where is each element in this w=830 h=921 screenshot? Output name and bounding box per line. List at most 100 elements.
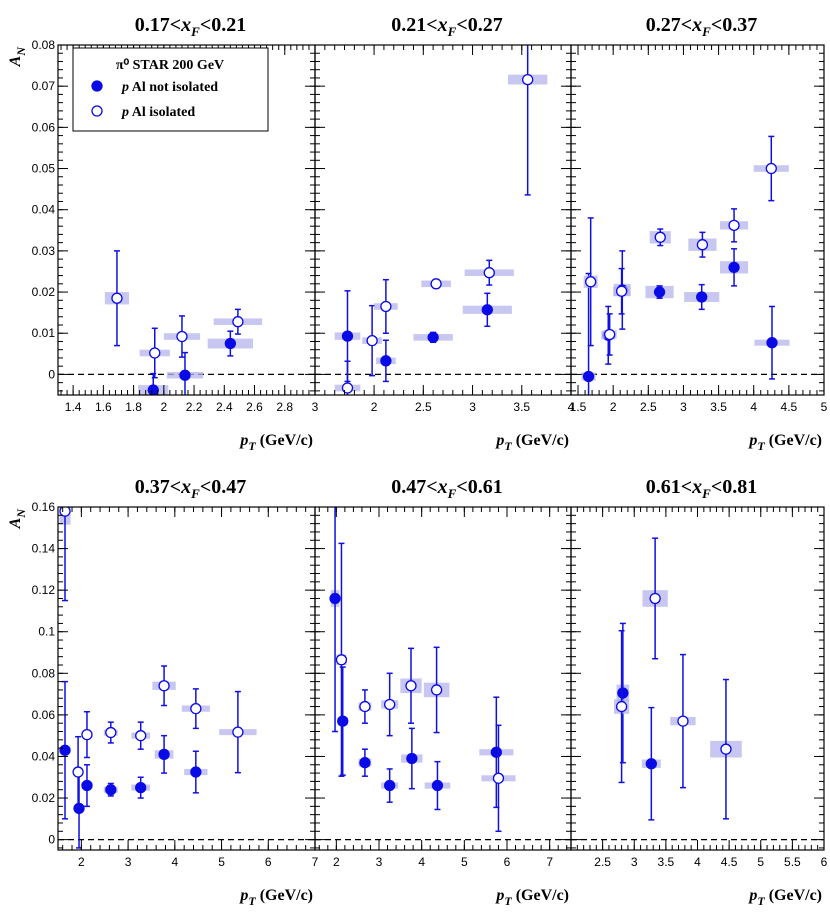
point-not-isolated — [696, 291, 708, 303]
x-tick-label: 5 — [757, 855, 764, 869]
x-tick-label: 3.5 — [710, 400, 727, 414]
x-tick-label: 4 — [750, 400, 757, 414]
panel-title: 0.27<xF<0.37 — [646, 14, 757, 39]
point-isolated — [380, 300, 392, 313]
point-not-isolated — [81, 779, 93, 792]
x-tick-label: 2.5 — [415, 400, 432, 414]
point-isolated — [59, 507, 71, 517]
point-isolated — [720, 743, 732, 755]
y-tick-label: 0.08 — [32, 38, 56, 52]
x-tick-label: 7 — [312, 855, 319, 869]
point-isolated — [366, 334, 378, 347]
y-tick-label: 0.07 — [32, 79, 56, 93]
point-isolated — [384, 698, 396, 711]
point-isolated — [654, 231, 666, 243]
x-tick-label: 2.4 — [216, 400, 233, 414]
x-axis-label: pT (GeV/c) — [747, 887, 822, 908]
x-tick-label: 4.5 — [781, 400, 798, 414]
y-tick-label: 0.06 — [32, 120, 56, 134]
y-tick-label: 0.16 — [32, 500, 56, 514]
y-tick-label: 0.1 — [38, 625, 55, 639]
x-tick-label: 5 — [218, 855, 225, 869]
y-axis-label: AN — [7, 508, 28, 530]
x-tick-label: 3.5 — [658, 855, 675, 869]
x-tick-label: 2.8 — [276, 400, 293, 414]
point-isolated — [522, 73, 534, 86]
point-not-isolated — [481, 304, 493, 316]
point-isolated — [341, 382, 354, 394]
panel-title: 0.61<xF<0.81 — [646, 476, 757, 501]
x-tick-label: 1.4 — [65, 400, 82, 414]
point-not-isolated — [135, 781, 147, 794]
x-tick-label: 2.5 — [594, 855, 611, 869]
y-tick-label: 0.04 — [32, 203, 56, 217]
x-tick-label: 6 — [504, 855, 511, 869]
plot-frame — [314, 506, 572, 851]
x-tick-label: 1.5 — [570, 400, 587, 414]
y-tick-label: 0.08 — [32, 666, 56, 680]
x-tick-label: 3 — [680, 400, 687, 414]
panel-3: 1.5 2 2.5 3 3.5 4 4.5 5 0.27<xF<0.37 pT (GeV/c) — [570, 14, 828, 453]
x-tick-label: 3 — [376, 855, 383, 869]
point-isolated — [677, 715, 689, 727]
point-not-isolated — [337, 715, 349, 727]
point-isolated — [405, 680, 417, 692]
x-tick-label: 3 — [631, 855, 638, 869]
x-tick-label: 2.2 — [186, 400, 203, 414]
point-not-isolated — [427, 331, 439, 344]
point-not-isolated — [329, 592, 341, 605]
point-isolated — [604, 328, 616, 341]
point-not-isolated — [224, 337, 236, 350]
point-isolated — [335, 654, 348, 666]
x-axis-label: pT (GeV/c) — [494, 887, 569, 908]
point-not-isolated — [728, 261, 740, 274]
plot-frame — [570, 506, 825, 851]
point-isolated — [135, 730, 147, 742]
point-isolated — [615, 285, 628, 297]
point-isolated — [649, 592, 661, 605]
y-tick-label: 0 — [48, 833, 55, 847]
x-tick-label: 4 — [171, 855, 178, 869]
point-not-isolated — [617, 687, 629, 699]
point-not-isolated — [359, 757, 371, 769]
x-tick-label: 4.5 — [721, 855, 738, 869]
point-not-isolated — [73, 802, 85, 815]
point-isolated — [430, 278, 442, 290]
point-not-isolated — [645, 758, 657, 770]
point-isolated — [696, 239, 709, 251]
x-tick-label: 6 — [821, 855, 828, 869]
panel-4: 2 3 4 5 6 7 0 0.02 0.04 0.06 0.08 0.1 0.12 0.14 0.16 0.… — [7, 476, 319, 908]
point-not-isolated — [431, 779, 444, 792]
panel-5-data — [315, 507, 571, 841]
x-tick-label: 4 — [568, 400, 575, 414]
point-not-isolated — [59, 744, 71, 756]
plot-frame — [57, 506, 316, 851]
x-tick-label: 3.5 — [513, 400, 530, 414]
plot-frame — [314, 44, 572, 396]
x-tick-label: 2 — [333, 855, 340, 869]
x-tick-label: 7 — [546, 855, 553, 869]
point-not-isolated — [384, 779, 396, 792]
panel-6: 2.5 3 3.5 4 4.5 5 5.5 6 0.61<xF<0.81 pT (GeV/c) — [570, 476, 828, 908]
point-isolated — [483, 267, 495, 279]
x-axis-label: pT (GeV/c) — [494, 432, 569, 453]
y-tick-label: 0.12 — [32, 583, 56, 597]
point-isolated — [176, 330, 188, 343]
x-tick-label: 1.6 — [95, 400, 112, 414]
point-not-isolated — [406, 752, 418, 765]
point-isolated — [585, 276, 597, 288]
point-isolated — [149, 347, 161, 359]
x-tick-label: 4 — [418, 855, 425, 869]
y-tick-label: 0.04 — [32, 749, 56, 763]
point-isolated — [765, 162, 777, 175]
point-isolated — [359, 700, 371, 713]
x-tick-label: 2 — [78, 855, 85, 869]
point-isolated — [728, 219, 740, 232]
x-axis-label: pT (GeV/c) — [238, 887, 313, 908]
point-not-isolated — [490, 746, 502, 758]
point-isolated — [105, 726, 117, 739]
panel-2: 2 2.5 3 3.5 4 0.21<xF<0.27 pT (GeV/c) — [314, 14, 575, 453]
panel-1-data — [58, 250, 315, 395]
legend-marker-isolated — [91, 105, 103, 117]
x-tick-label: 2 — [160, 400, 167, 414]
